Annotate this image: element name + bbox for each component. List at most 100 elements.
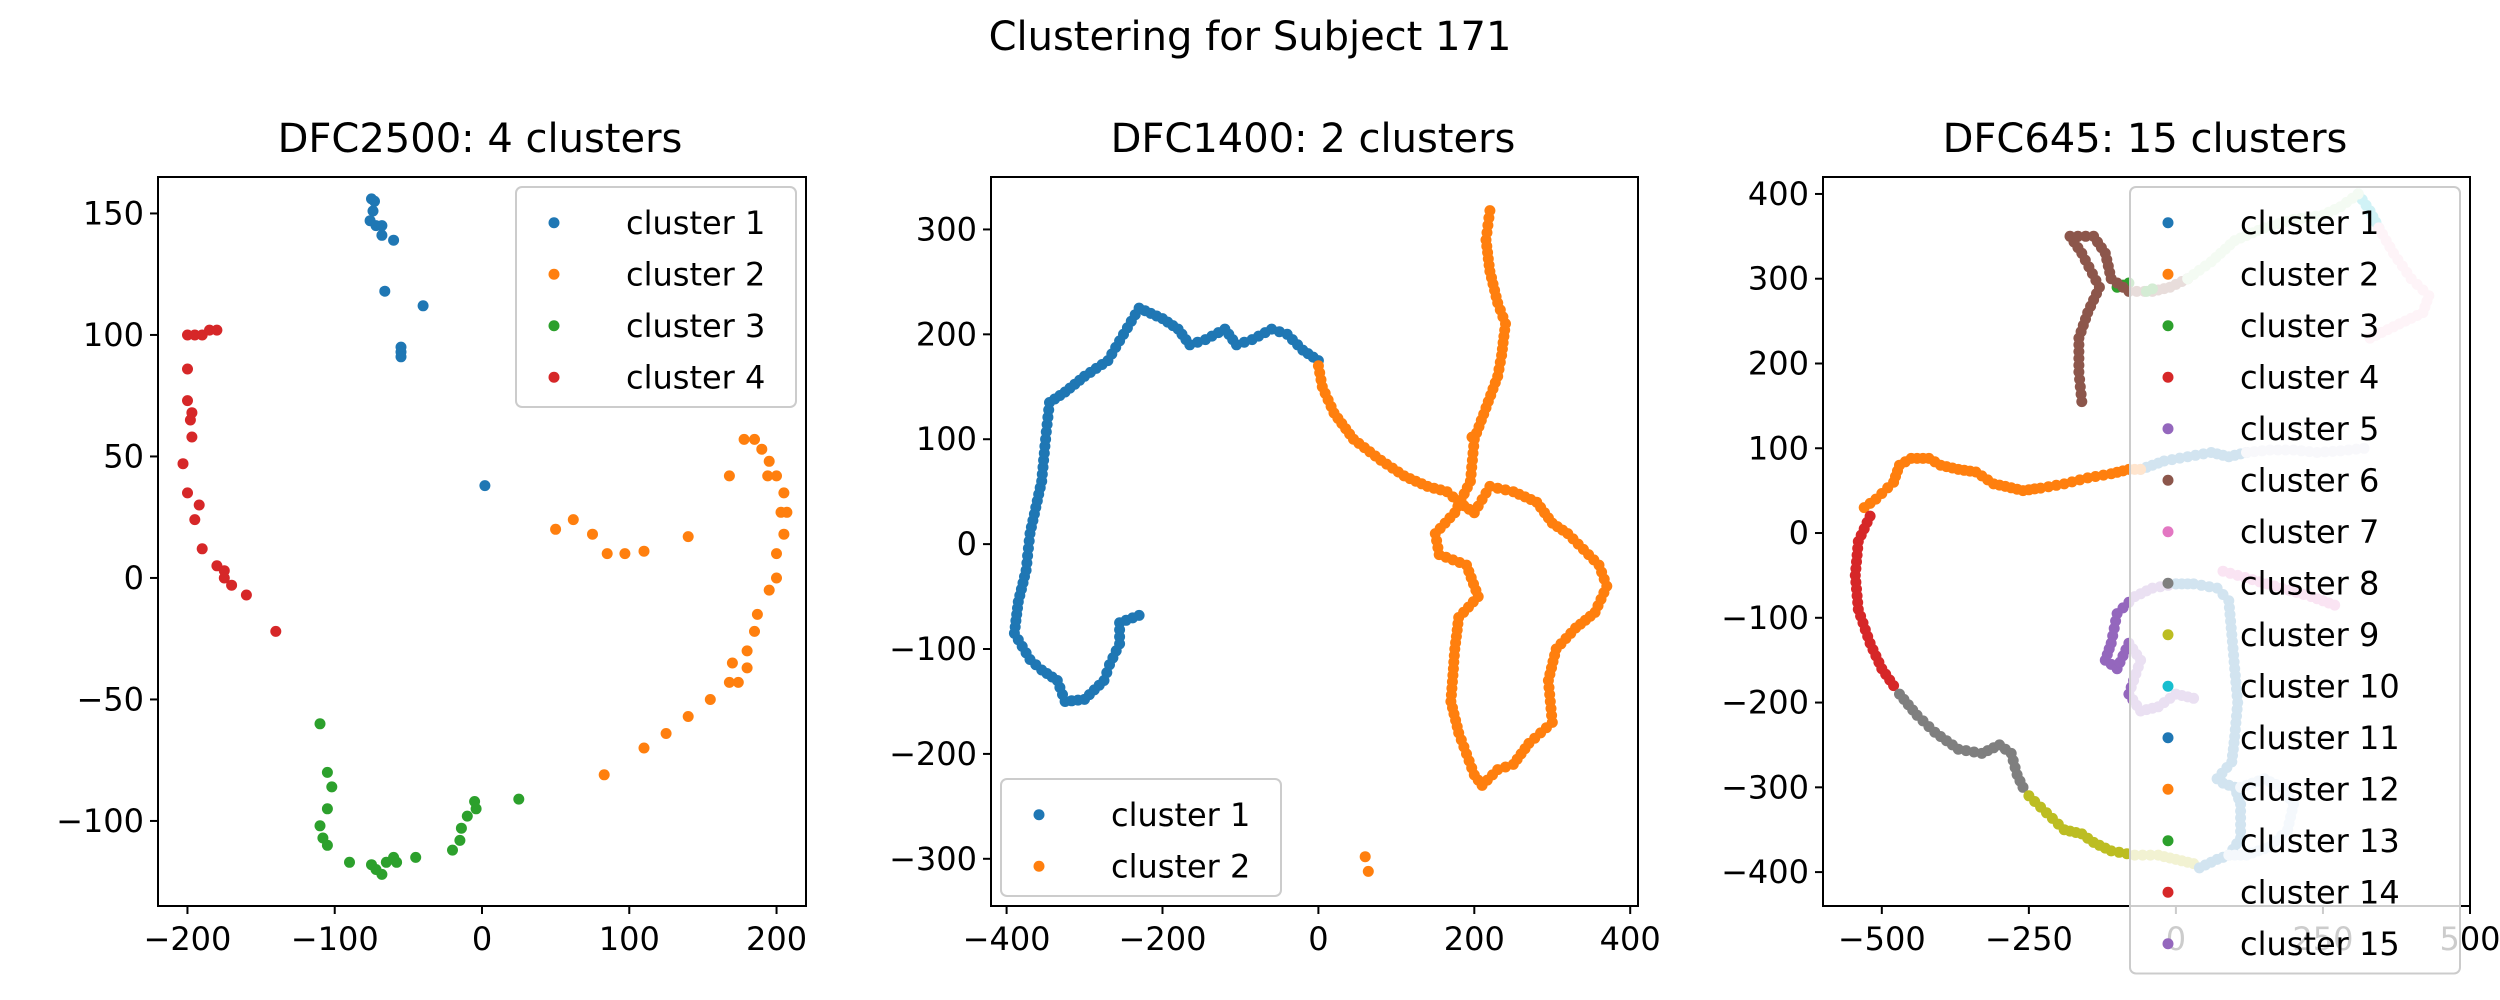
- data-point: [240, 589, 252, 601]
- data-point: [778, 528, 790, 540]
- data-point: [732, 676, 744, 688]
- data-point: [447, 844, 458, 856]
- legend: cluster 1 cluster 2 cluster 3 cluster 4 clus…: [2129, 186, 2461, 975]
- data-point: [1359, 851, 1371, 863]
- data-point: [461, 810, 473, 822]
- data-point: [395, 351, 407, 363]
- legend-marker: [1033, 809, 1045, 821]
- data-point: [367, 205, 379, 217]
- legend-label: cluster 2: [1111, 847, 1250, 885]
- y-tick-label: 100: [1748, 429, 1809, 467]
- legend-marker: [2162, 680, 2174, 692]
- legend: cluster 1 cluster 2: [1000, 778, 1282, 897]
- legend-marker: [2162, 629, 2174, 641]
- data-point: [723, 676, 735, 688]
- data-point: [601, 548, 613, 560]
- legend-label: cluster 3: [626, 307, 765, 345]
- data-point: [314, 718, 326, 730]
- data-point: [778, 487, 790, 499]
- y-tick-label: 300: [1748, 260, 1809, 298]
- legend-label: cluster 14: [2240, 873, 2400, 911]
- data-point: [189, 514, 201, 526]
- data-point: [771, 470, 782, 482]
- panel-dfc2500: DFC2500: 4 clusters −200 −100 0 100 200 −100 −…: [56, 116, 807, 958]
- legend-marker: [2162, 732, 2174, 744]
- legend-marker: [2162, 938, 2174, 950]
- y-tick-label: 300: [916, 210, 977, 248]
- y-tick-label: 0: [957, 525, 977, 563]
- legend-frame: [2129, 186, 2461, 975]
- y-tick-label: −300: [889, 840, 977, 878]
- y-tick-label: 0: [124, 559, 144, 597]
- data-point: [638, 742, 650, 754]
- data-point: [196, 543, 208, 555]
- data-point: [771, 572, 782, 584]
- data-point: [2064, 230, 2076, 242]
- legend-marker: [548, 320, 560, 332]
- data-point: [417, 300, 429, 312]
- data-point: [321, 839, 333, 851]
- legend-label: cluster 8: [2240, 564, 2379, 602]
- y-tick-label: 50: [103, 437, 144, 475]
- y-tick-label: 200: [916, 315, 977, 353]
- x-tick-label: −500: [1838, 920, 1926, 958]
- data-point: [2080, 230, 2092, 242]
- legend-label: cluster 4: [2240, 358, 2379, 396]
- data-point: [177, 458, 189, 470]
- data-point: [619, 548, 631, 560]
- data-point: [726, 657, 738, 669]
- legend-frame: [515, 186, 797, 408]
- data-point: [379, 285, 391, 297]
- x-tick-label: 100: [599, 920, 660, 958]
- data-point: [513, 793, 525, 805]
- x-tick-label: −250: [1985, 920, 2073, 958]
- legend-marker: [548, 217, 560, 229]
- data-point: [470, 803, 482, 815]
- data-point: [704, 694, 716, 705]
- data-point: [741, 645, 753, 657]
- data-point: [749, 625, 760, 637]
- legend-marker: [2162, 526, 2174, 538]
- data-point: [660, 728, 672, 739]
- data-point: [364, 215, 376, 227]
- data-point: [410, 851, 422, 863]
- panel-dfc645: DFC645: 15 clusters −500−2500250500−400−…: [1721, 116, 2500, 975]
- data-point: [182, 395, 193, 407]
- y-tick-label: 100: [83, 316, 144, 354]
- data-point: [184, 414, 196, 426]
- data-point: [376, 868, 388, 880]
- data-point: [479, 480, 491, 492]
- legend-marker: [2162, 423, 2174, 435]
- points-layer: [1008, 205, 1613, 877]
- x-tick-label: 200: [746, 920, 807, 958]
- legend-marker: [2162, 835, 2174, 847]
- data-point: [321, 803, 333, 815]
- legend-marker: [2162, 886, 2174, 898]
- legend-frame: [1000, 778, 1282, 897]
- data-point: [771, 548, 782, 560]
- data-point: [218, 572, 230, 584]
- x-tick-label: −100: [291, 920, 379, 958]
- legend-label: cluster 15: [2240, 925, 2400, 963]
- y-tick-label: 0: [1789, 514, 1809, 552]
- data-point: [182, 487, 193, 499]
- legend-label: cluster 4: [626, 358, 765, 396]
- panel-title: DFC645: 15 clusters: [1943, 116, 2348, 162]
- x-tick-label: 200: [1444, 920, 1505, 958]
- y-tick-label: −300: [1721, 768, 1809, 806]
- data-point: [186, 431, 198, 443]
- panel-title: DFC2500: 4 clusters: [278, 116, 683, 162]
- data-point: [376, 229, 388, 241]
- data-point: [723, 470, 735, 482]
- axes-frame: [990, 176, 1639, 907]
- data-point: [762, 470, 774, 482]
- legend-label: cluster 13: [2240, 822, 2400, 860]
- legend-marker: [2162, 217, 2174, 229]
- data-point: [781, 506, 793, 518]
- x-tick-label: 0: [1308, 920, 1328, 958]
- legend-label: cluster 1: [1111, 796, 1250, 834]
- data-point: [682, 531, 694, 543]
- data-point: [638, 545, 650, 557]
- legend-label: cluster 6: [2240, 461, 2379, 499]
